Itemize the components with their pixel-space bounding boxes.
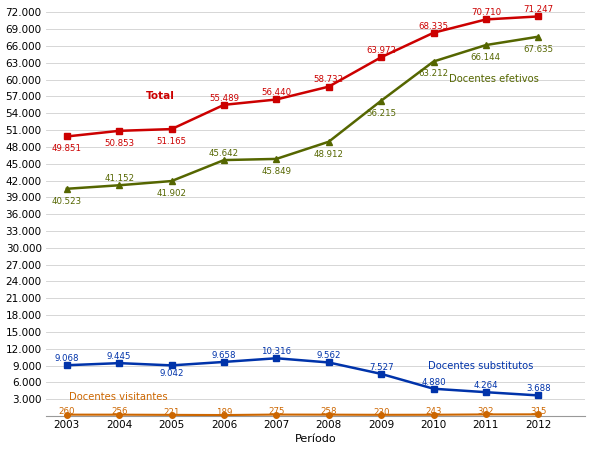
Text: Docentes substitutos: Docentes substitutos [428,361,534,371]
Text: 50.853: 50.853 [104,139,134,148]
Text: 4.880: 4.880 [421,378,446,387]
Text: 41.902: 41.902 [157,189,187,198]
Text: 45.642: 45.642 [209,149,239,158]
Text: 70.710: 70.710 [471,8,501,17]
Text: 41.152: 41.152 [104,174,134,183]
Text: 67.635: 67.635 [523,45,553,54]
Text: 221: 221 [163,408,180,417]
X-axis label: Período: Período [295,434,336,445]
Text: 66.144: 66.144 [471,53,501,62]
Text: 49.851: 49.851 [52,144,82,153]
Text: 10.316: 10.316 [261,347,291,356]
Text: 7.527: 7.527 [369,363,394,372]
Text: 63.972: 63.972 [366,46,396,55]
Text: 260: 260 [59,407,75,416]
Text: 4.264: 4.264 [473,381,498,390]
Text: 243: 243 [426,407,441,416]
Text: 56.215: 56.215 [366,108,396,117]
Text: 55.489: 55.489 [209,94,239,103]
Text: 48.912: 48.912 [314,149,344,158]
Text: 9.445: 9.445 [107,352,131,361]
Text: 230: 230 [373,408,389,417]
Text: 58.732: 58.732 [314,76,344,85]
Text: 51.165: 51.165 [157,137,187,146]
Text: 40.523: 40.523 [52,197,82,206]
Text: 9.658: 9.658 [212,351,236,360]
Text: 189: 189 [216,408,232,417]
Text: 315: 315 [530,407,547,416]
Text: 3.688: 3.688 [526,384,551,393]
Text: 71.247: 71.247 [523,5,553,14]
Text: 63.212: 63.212 [418,69,449,78]
Text: 56.440: 56.440 [261,88,291,97]
Text: 9.562: 9.562 [317,351,341,360]
Text: Docentes visitantes: Docentes visitantes [69,392,168,402]
Text: 9.068: 9.068 [54,354,79,363]
Text: 258: 258 [320,407,337,416]
Text: 275: 275 [268,407,285,416]
Text: 45.849: 45.849 [261,167,291,176]
Text: Docentes efetivos: Docentes efetivos [449,74,539,84]
Text: 68.335: 68.335 [418,22,449,31]
Text: 302: 302 [478,407,494,416]
Text: 9.042: 9.042 [160,369,184,378]
Text: Total: Total [145,91,174,101]
Text: 256: 256 [111,407,128,416]
